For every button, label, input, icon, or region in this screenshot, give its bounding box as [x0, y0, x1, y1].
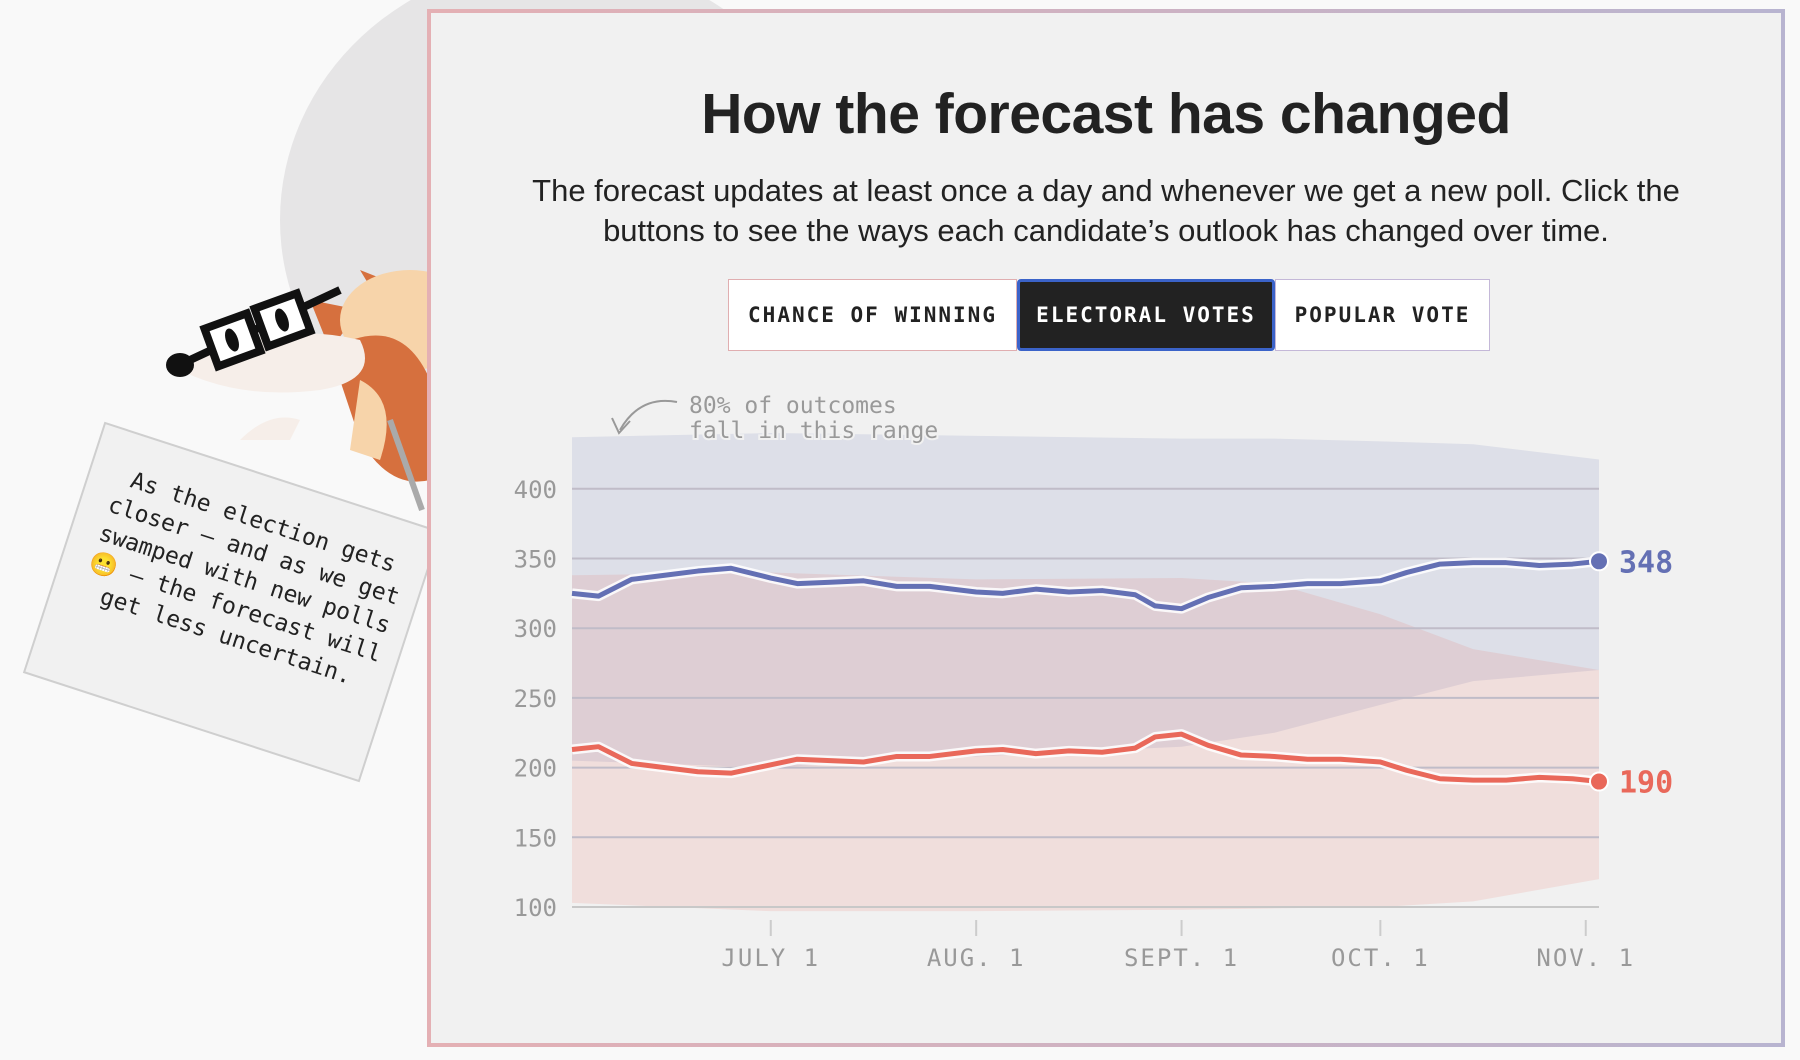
- annotation-line-1: 80% of outcomes: [689, 393, 897, 419]
- series-end-label: 348: [1619, 545, 1673, 580]
- y-tick-label: 350: [514, 546, 557, 574]
- y-tick-label: 400: [514, 476, 557, 504]
- series-end-label: 190: [1619, 766, 1673, 801]
- y-tick-label: 300: [514, 615, 557, 643]
- page-title: How the forecast has changed: [701, 82, 1511, 146]
- y-tick-label: 250: [514, 685, 557, 713]
- x-tick-label: AUG. 1: [927, 944, 1026, 972]
- view-toggle: CHANCE OF WINNING ELECTORAL VOTES POPULA…: [728, 279, 1490, 351]
- x-tick-label: NOV. 1: [1536, 944, 1635, 972]
- x-tick-label: OCT. 1: [1331, 944, 1430, 972]
- forecast-panel: How the forecast has changed The forecas…: [427, 9, 1785, 1047]
- y-tick-label: 100: [514, 894, 557, 922]
- blue-series-line: [571, 558, 1600, 612]
- tab-chance-of-winning[interactable]: CHANCE OF WINNING: [728, 279, 1017, 351]
- annotation-arrowhead: [611, 417, 631, 435]
- tab-popular-vote[interactable]: POPULAR VOTE: [1275, 279, 1490, 351]
- series-end-point: [1589, 771, 1609, 792]
- annotation-line-2: fall in this range: [689, 418, 938, 444]
- red-series-line: [571, 731, 1600, 785]
- x-tick-label: JULY 1: [721, 944, 820, 972]
- x-tick-label: SEPT. 1: [1124, 944, 1239, 972]
- blue-uncertainty-band: [572, 433, 1599, 768]
- annotation-arrow: [619, 399, 678, 431]
- page-subtitle: The forecast updates at least once a day…: [532, 173, 1680, 248]
- red-uncertainty-band: [572, 572, 1599, 912]
- tab-electoral-votes[interactable]: ELECTORAL VOTES: [1017, 279, 1275, 351]
- y-tick-label: 150: [514, 824, 557, 852]
- y-tick-label: 200: [514, 755, 557, 783]
- series-end-point: [1589, 551, 1609, 572]
- fox-mascot-icon: [166, 270, 440, 512]
